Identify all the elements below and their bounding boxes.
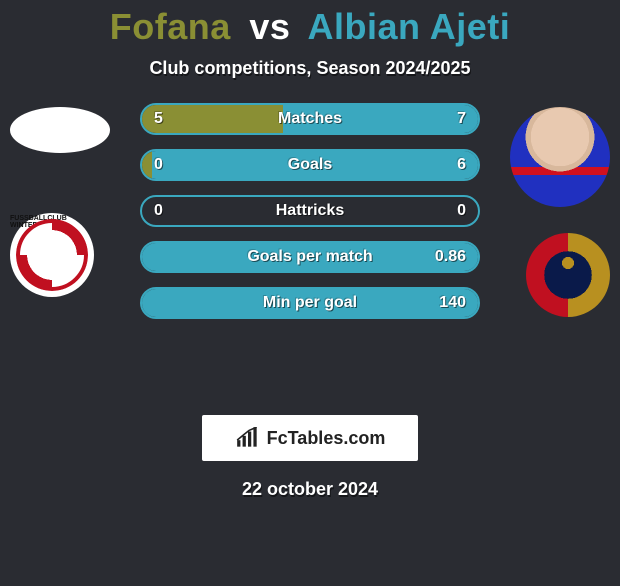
stat-value-left: 0 [154,156,163,174]
stat-value-right: 6 [457,156,466,174]
stat-value-right: 7 [457,110,466,128]
stat-value-right: 140 [439,294,466,312]
subtitle: Club competitions, Season 2024/2025 [0,58,620,79]
vs-text: vs [249,6,290,47]
player1-club-badge: FUSSBALLCLUB WINTERTHUR [10,213,94,297]
club-ring-text: FUSSBALLCLUB WINTERTHUR [10,213,94,297]
club-badge-basel [526,233,610,317]
stat-bar: 5 7 Matches [140,103,480,135]
club-badge-winterthur: FUSSBALLCLUB WINTERTHUR [10,213,94,297]
stat-value-right: 0 [457,202,466,220]
stat-bar: 0 6 Goals [140,149,480,181]
player1-avatar-placeholder [10,107,110,153]
player2-avatar-photo [510,107,610,207]
comparison-arena: FUSSBALLCLUB WINTERTHUR 5 7 Matches 0 6 Goals… [0,97,620,407]
stat-bar: 140 Min per goal [140,287,480,319]
stat-value-right: 0.86 [435,248,466,266]
stat-fill-left [142,105,283,133]
player2-club-badge [526,233,610,317]
date-text: 22 october 2024 [0,479,620,500]
brand-badge: FcTables.com [202,415,418,461]
player2-avatar [510,107,610,207]
comparison-title: Fofana vs Albian Ajeti [0,6,620,48]
bar-chart-icon [235,427,261,449]
player2-name: Albian Ajeti [308,6,511,47]
stat-label: Goals [288,156,332,174]
stat-label: Goals per match [247,248,372,266]
stat-label: Matches [278,110,342,128]
stat-value-left: 0 [154,202,163,220]
player1-name: Fofana [110,6,231,47]
stat-label: Min per goal [263,294,357,312]
stat-bar: 0.86 Goals per match [140,241,480,273]
brand-text: FcTables.com [267,428,386,449]
stat-bars: 5 7 Matches 0 6 Goals 0 0 Hattricks 0.86 Goals per… [140,103,480,319]
stat-bar: 0 0 Hattricks [140,195,480,227]
player1-avatar [10,107,110,153]
stat-fill-left [142,151,152,179]
stat-label: Hattricks [276,202,344,220]
stat-value-left: 5 [154,110,163,128]
